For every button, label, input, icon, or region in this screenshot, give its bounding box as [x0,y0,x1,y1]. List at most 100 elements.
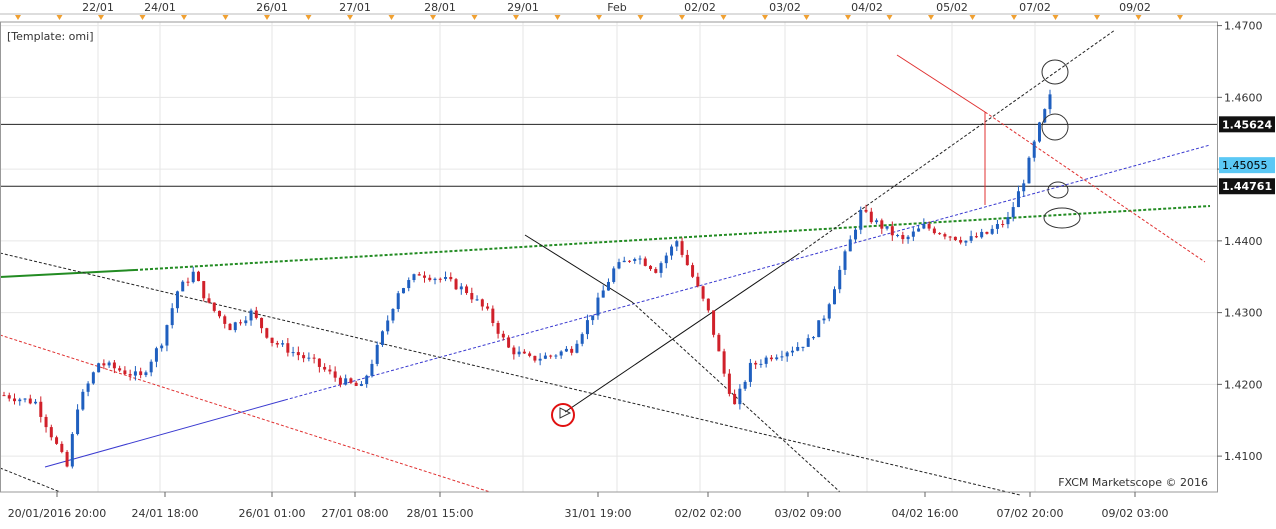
candle-body [848,239,852,252]
candle-body [233,322,237,331]
candle-body [475,299,479,301]
candle-body [917,228,921,232]
session-marker-icon [430,15,436,20]
x-top-tick-label: 04/02 [851,1,883,14]
candle-body [964,240,968,243]
template-label: [Template: omi] [7,30,93,43]
candle-body [528,353,532,356]
session-marker-icon [305,15,312,20]
candle-body [2,395,6,397]
candle-body [512,347,516,355]
candle-body [417,274,421,276]
candle-body [433,278,437,281]
candle-body [317,358,321,367]
candle-body [580,334,584,344]
candle-body [396,293,400,310]
candle-body [480,299,484,307]
candle-body [543,355,547,359]
session-marker-icon [845,15,851,20]
candle-body [354,382,358,386]
blue-trendline-solid [44,399,286,468]
candle-body [764,357,768,364]
session-marker-icon [347,15,353,20]
x-top-tick-label: 05/02 [936,1,968,14]
x-bottom-tick-label: 31/01 19:00 [565,507,632,520]
candle-body [160,345,164,349]
y-tick-label: 1.4300 [1224,307,1263,320]
candle-body [401,288,405,294]
candle-body [13,398,17,402]
candle-body [86,383,90,392]
candle-body [943,234,947,237]
y-tick-label: 1.4600 [1224,91,1263,104]
candle-body [633,259,637,261]
x-top-tick-label: 07/02 [1019,1,1051,14]
candle-body [906,236,910,240]
candle-body [775,357,779,360]
candle-body [570,348,574,353]
candle-body [112,362,116,369]
candle-body [790,350,794,353]
trend-lines-layer [0,29,1217,496]
candle-body [859,209,863,230]
candle-body [265,328,269,338]
candle-body [34,401,38,404]
candle-body [701,286,705,299]
candle-body [722,351,726,374]
candle-body [23,398,27,400]
candle-body [302,355,306,359]
candle-body [407,280,411,289]
session-marker-icon [803,15,810,20]
x-bottom-tick-label: 26/01 01:00 [239,507,306,520]
candle-body [832,289,836,305]
black-triangle-side [524,234,633,303]
candle-body [664,255,668,264]
candle-body [1043,109,1047,123]
candle-body [675,241,679,247]
green-trendline-solid [0,269,136,278]
candle-body [995,224,999,229]
candle-body [218,310,222,317]
candle-body [712,310,716,335]
session-marker-icon [98,15,104,20]
session-marker-icon [15,15,21,20]
candle-body [948,236,952,238]
candle-body [423,275,427,278]
session-marker-icon [554,15,561,20]
candle-body [55,437,59,444]
green-trendline-dotted [134,205,1211,271]
candle-body [275,343,279,345]
candle-body [144,372,148,376]
current-price-badge [1219,157,1275,174]
candle-body [796,346,800,351]
candle-body [254,310,258,318]
candle-body [165,325,169,346]
session-marker-icon [1177,15,1183,20]
candle-body [118,368,122,371]
candle-body [28,398,32,404]
candle-body [491,308,495,323]
candle-body [922,224,926,229]
candle-body [438,278,442,280]
candle-body [312,357,316,359]
candle-body [717,334,721,352]
candle-body [191,271,195,283]
candle-body [323,366,327,370]
session-marker-icon [181,15,187,20]
candle-body [638,258,642,260]
candle-body [1006,217,1010,225]
candle-body [554,355,558,357]
candle-body [575,343,579,353]
candle-body [91,372,95,384]
candle-body [622,260,626,263]
x-top-tick-label: 03/02 [769,1,801,14]
candle-body [890,226,894,236]
candle-body [260,317,264,329]
candle-body [449,276,453,280]
price-level-label: 1.45624 [1222,118,1272,131]
candle-body [606,281,610,291]
